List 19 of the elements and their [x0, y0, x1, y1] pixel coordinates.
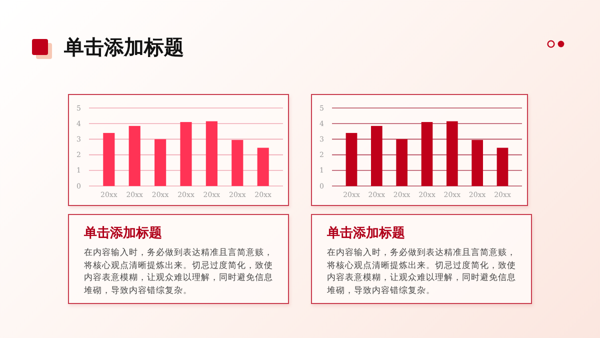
bar: [396, 139, 408, 186]
text: 单击添加标题: [327, 225, 406, 242]
bar: [446, 121, 458, 186]
bar: [154, 139, 166, 186]
bar: [257, 148, 269, 186]
bar: [103, 132, 115, 186]
text: 在内容输入时，务必做到表达精准且言简意赅，将核心观点清晰提炼出来。切忌过度简化，致使内容表意模糊，让观众难以理解，同时避免信息堆砌，导致内容错综复杂。: [327, 247, 517, 297]
text: 在内容输入时，务必做到表达精准且言简意赅，将核心观点清晰提炼出来。切忌过度简化，致使内容表意模糊，让观众难以理解，同时避免信息堆砌，导致内容错综复杂。: [84, 247, 274, 297]
bar: [232, 140, 244, 186]
bar: [128, 126, 140, 186]
bar: [496, 148, 508, 186]
bar: [206, 121, 218, 186]
bar: [346, 132, 358, 186]
bar: [472, 140, 483, 186]
text: 单击添加标题: [84, 225, 163, 242]
bar: [371, 126, 382, 186]
bar: [421, 122, 433, 186]
text: 单击添加标题: [64, 34, 184, 61]
bar: [180, 122, 192, 186]
